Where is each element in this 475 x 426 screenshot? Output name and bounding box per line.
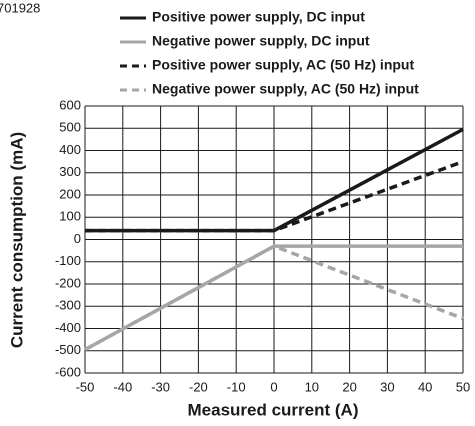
y-tick-label: 200 — [59, 186, 81, 201]
legend-label: Positive power supply, AC (50 Hz) input — [152, 57, 414, 73]
y-tick-label: -500 — [55, 342, 81, 357]
series-line — [84, 244, 464, 352]
legend-label: Negative power supply, DC input — [152, 33, 370, 49]
y-tick-label: 0 — [74, 231, 81, 246]
y-tick-label: -200 — [55, 275, 81, 290]
x-tick-label: -30 — [151, 379, 170, 394]
x-tick-label: 20 — [342, 379, 356, 394]
y-tick-label: 300 — [59, 164, 81, 179]
x-tick-label: -10 — [227, 379, 246, 394]
y-tick-label: 500 — [59, 120, 81, 135]
y-tick-label: -400 — [55, 320, 81, 335]
y-axis-label: Current consumption (mA) — [7, 132, 26, 348]
x-tick-label: -20 — [189, 379, 208, 394]
x-tick-label: -40 — [113, 379, 132, 394]
x-tick-label: 10 — [305, 379, 319, 394]
y-tick-label: 400 — [59, 142, 81, 157]
y-tick-label: -100 — [55, 253, 81, 268]
y-tick-label: -300 — [55, 298, 81, 313]
y-tick-label: -600 — [55, 364, 81, 379]
x-tick-label: -50 — [76, 379, 95, 394]
series-line — [85, 159, 464, 233]
x-tick-label: 50 — [456, 379, 470, 394]
legend-label: Negative power supply, AC (50 Hz) input — [152, 81, 419, 97]
x-tick-label: 30 — [380, 379, 394, 394]
x-axis-label: Measured current (A) — [188, 400, 359, 419]
x-tick-label: 0 — [270, 379, 277, 394]
legend-label: Positive power supply, DC input — [152, 9, 365, 25]
y-tick-label: 100 — [59, 209, 81, 224]
y-tick-label: 600 — [59, 97, 81, 112]
x-tick-label: 40 — [418, 379, 432, 394]
annotation: 701928 — [0, 0, 40, 15]
